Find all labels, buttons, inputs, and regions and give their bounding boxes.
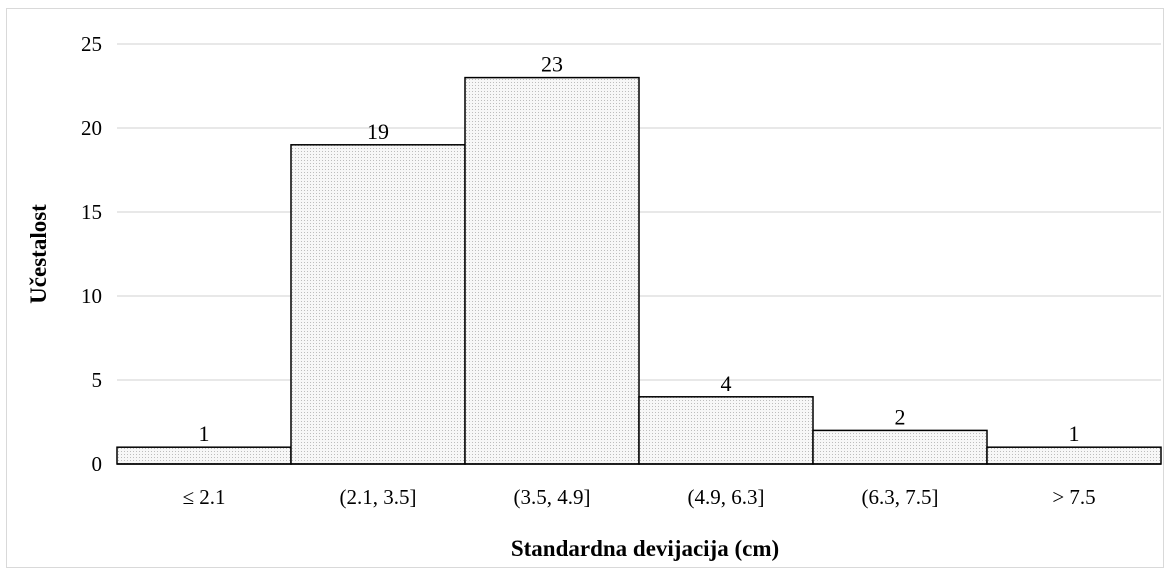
bar-6 bbox=[986, 446, 1162, 465]
bars bbox=[116, 76, 1162, 465]
x-tick-label-3: (3.5, 4.9] bbox=[514, 485, 591, 509]
x-tick-label-1: ≤ 2.1 bbox=[182, 485, 225, 509]
x-axis-ticks: ≤ 2.1 (2.1, 3.5] (3.5, 4.9] (4.9, 6.3] (6.3,… bbox=[182, 485, 1095, 509]
x-tick-label-5: (6.3, 7.5] bbox=[862, 485, 939, 509]
data-label-4: 4 bbox=[721, 371, 732, 396]
data-label-6: 1 bbox=[1069, 421, 1080, 446]
y-tick-label-25: 25 bbox=[81, 32, 102, 56]
x-tick-label-2: (2.1, 3.5] bbox=[340, 485, 417, 509]
y-tick-label-5: 5 bbox=[92, 368, 103, 392]
bar-1 bbox=[116, 446, 292, 465]
x-tick-label-6: > 7.5 bbox=[1052, 485, 1095, 509]
data-label-5: 2 bbox=[895, 404, 906, 429]
x-tick-label-4: (4.9, 6.3] bbox=[688, 485, 765, 509]
data-label-1: 1 bbox=[199, 421, 210, 446]
y-axis-ticks: 0 5 10 15 20 25 bbox=[81, 32, 102, 476]
y-tick-label-10: 10 bbox=[81, 284, 102, 308]
data-label-2: 19 bbox=[367, 119, 389, 144]
y-axis-title: Učestalost bbox=[26, 204, 51, 304]
y-tick-label-0: 0 bbox=[92, 452, 103, 476]
data-labels: 1 19 23 4 2 1 bbox=[199, 52, 1080, 447]
y-tick-label-15: 15 bbox=[81, 200, 102, 224]
bar-3 bbox=[464, 76, 640, 465]
y-tick-label-20: 20 bbox=[81, 116, 102, 140]
x-axis-title: Standardna devijacija (cm) bbox=[511, 536, 779, 561]
bar-5 bbox=[812, 429, 988, 465]
bar-2 bbox=[290, 144, 466, 465]
bar-4 bbox=[638, 396, 814, 465]
data-label-3: 23 bbox=[541, 52, 563, 77]
